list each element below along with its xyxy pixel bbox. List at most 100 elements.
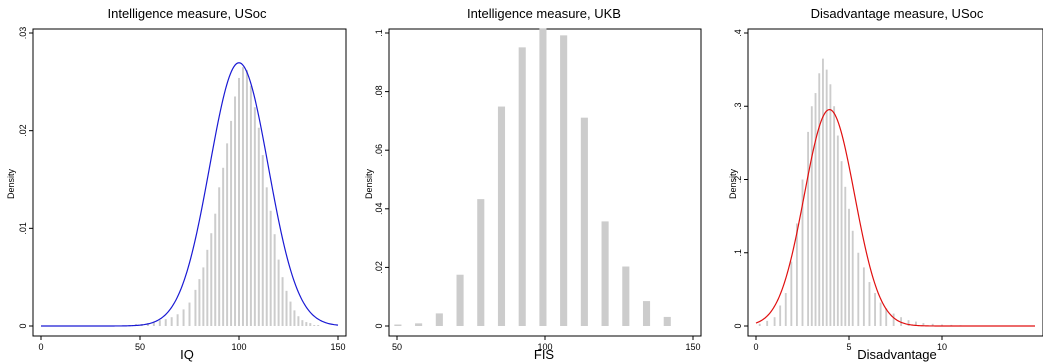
x-tick-label: 50: [135, 342, 145, 352]
histogram-bar: [601, 221, 609, 326]
y-tick-label: .02: [18, 124, 28, 137]
x-tick-label: 0: [38, 342, 43, 352]
histogram-bar: [779, 305, 782, 326]
histogram-bar: [795, 223, 798, 326]
x-tick-label: 150: [685, 342, 700, 352]
histogram-bar: [790, 261, 793, 326]
histogram-bar: [907, 320, 910, 326]
histogram-bar: [226, 143, 229, 326]
histogram-bar: [234, 96, 237, 326]
x-tick-label: 150: [330, 342, 345, 352]
x-tick-label: 100: [231, 342, 246, 352]
histogram-bar: [766, 320, 769, 326]
histogram-bar: [814, 93, 817, 326]
histogram-bar: [829, 84, 832, 327]
histogram-bar: [663, 316, 671, 326]
histogram-bar: [931, 323, 934, 326]
y-tick-label: .08: [374, 85, 384, 98]
histogram-bar: [900, 317, 903, 326]
plot-frame: [747, 28, 1043, 337]
histogram-bar: [164, 319, 167, 326]
histogram-bar: [249, 85, 252, 327]
histogram-bar: [253, 107, 256, 326]
chart-panel-iq-usoc: Intelligence measure, USoc IQ Density 0 5…: [6, 6, 347, 362]
x-tick-label: 0: [753, 342, 758, 352]
histogram-bar: [313, 325, 316, 326]
histogram-bar: [394, 324, 402, 326]
histogram-bar: [273, 234, 276, 326]
histogram-bar: [844, 186, 847, 326]
y-tick-label: .1: [374, 29, 384, 37]
histogram-bar: [518, 47, 526, 327]
histogram-bar: [222, 167, 225, 326]
y-tick-label: 0: [374, 323, 384, 328]
histogram-bar: [241, 67, 244, 326]
histogram-bar: [539, 28, 547, 326]
histogram-bar: [922, 323, 925, 326]
histogram-bar: [862, 267, 865, 326]
histogram-bar: [301, 320, 304, 326]
chart-panel-fis-ukb: Intelligence measure, UKB FIS Density 50…: [364, 6, 702, 362]
histogram-bar: [230, 120, 233, 327]
histogram-bar: [810, 106, 813, 326]
histogram-bar: [182, 309, 185, 326]
histogram-bar: [309, 323, 312, 326]
histogram-bar: [868, 282, 871, 326]
chart-title: Intelligence measure, USoc: [108, 6, 267, 21]
histogram-bar: [261, 155, 264, 326]
y-tick-label: .02: [374, 261, 384, 274]
y-tick-label: .04: [374, 203, 384, 216]
histogram-bar: [497, 106, 506, 326]
histogram-bar: [822, 58, 824, 326]
histogram-bar: [146, 323, 149, 326]
histogram-bar: [773, 317, 776, 326]
histogram-bar: [285, 290, 288, 326]
plot-frame: [32, 28, 347, 337]
histogram-bar: [202, 267, 205, 326]
y-tick-label: .3: [733, 102, 743, 110]
histogram-bar: [289, 301, 292, 326]
x-tick-label: 100: [537, 342, 552, 352]
histogram-bar: [281, 277, 284, 326]
histogram-bar: [758, 323, 761, 326]
x-tick-label: 5: [846, 342, 851, 352]
histogram-bar: [642, 301, 651, 326]
histogram-bar: [874, 293, 876, 326]
histogram-bar: [848, 208, 850, 326]
x-axis-label: IQ: [180, 347, 194, 362]
histogram-bar: [879, 302, 882, 326]
histogram-bar: [833, 106, 836, 326]
chart-title: Disadvantage measure, USoc: [811, 6, 984, 21]
histogram-bar: [836, 135, 839, 326]
x-axis-label: Disadvantage: [857, 347, 937, 362]
histogram-bar: [176, 314, 179, 326]
histogram-bar: [210, 233, 213, 326]
histogram-bar: [293, 310, 296, 326]
histogram-bar: [560, 35, 568, 327]
histogram-bar: [206, 249, 209, 326]
histogram-bar: [818, 73, 821, 326]
histogram-bar: [257, 127, 260, 326]
histogram-bar: [885, 308, 888, 326]
y-tick-label: .01: [18, 222, 28, 235]
x-tick-label: 50: [392, 342, 402, 352]
histogram-bar: [269, 210, 272, 326]
histogram-bar: [152, 322, 155, 326]
histogram-bar: [580, 117, 588, 326]
y-tick-label: .06: [374, 144, 384, 157]
histogram-bar: [415, 323, 423, 326]
y-tick-label: .1: [733, 249, 743, 257]
histogram-bar: [245, 70, 248, 326]
histogram-bar: [477, 199, 485, 326]
histogram-bar: [194, 289, 197, 326]
histogram-bar: [198, 279, 201, 326]
chart-title: Intelligence measure, UKB: [467, 6, 621, 21]
histogram-bar: [915, 321, 917, 326]
histogram-bar: [238, 77, 240, 326]
y-tick-label: .2: [733, 176, 743, 184]
y-tick-label: .4: [733, 29, 743, 37]
histogram-bar: [456, 274, 464, 326]
histogram-bar: [825, 69, 828, 326]
histogram-bar: [807, 131, 810, 326]
